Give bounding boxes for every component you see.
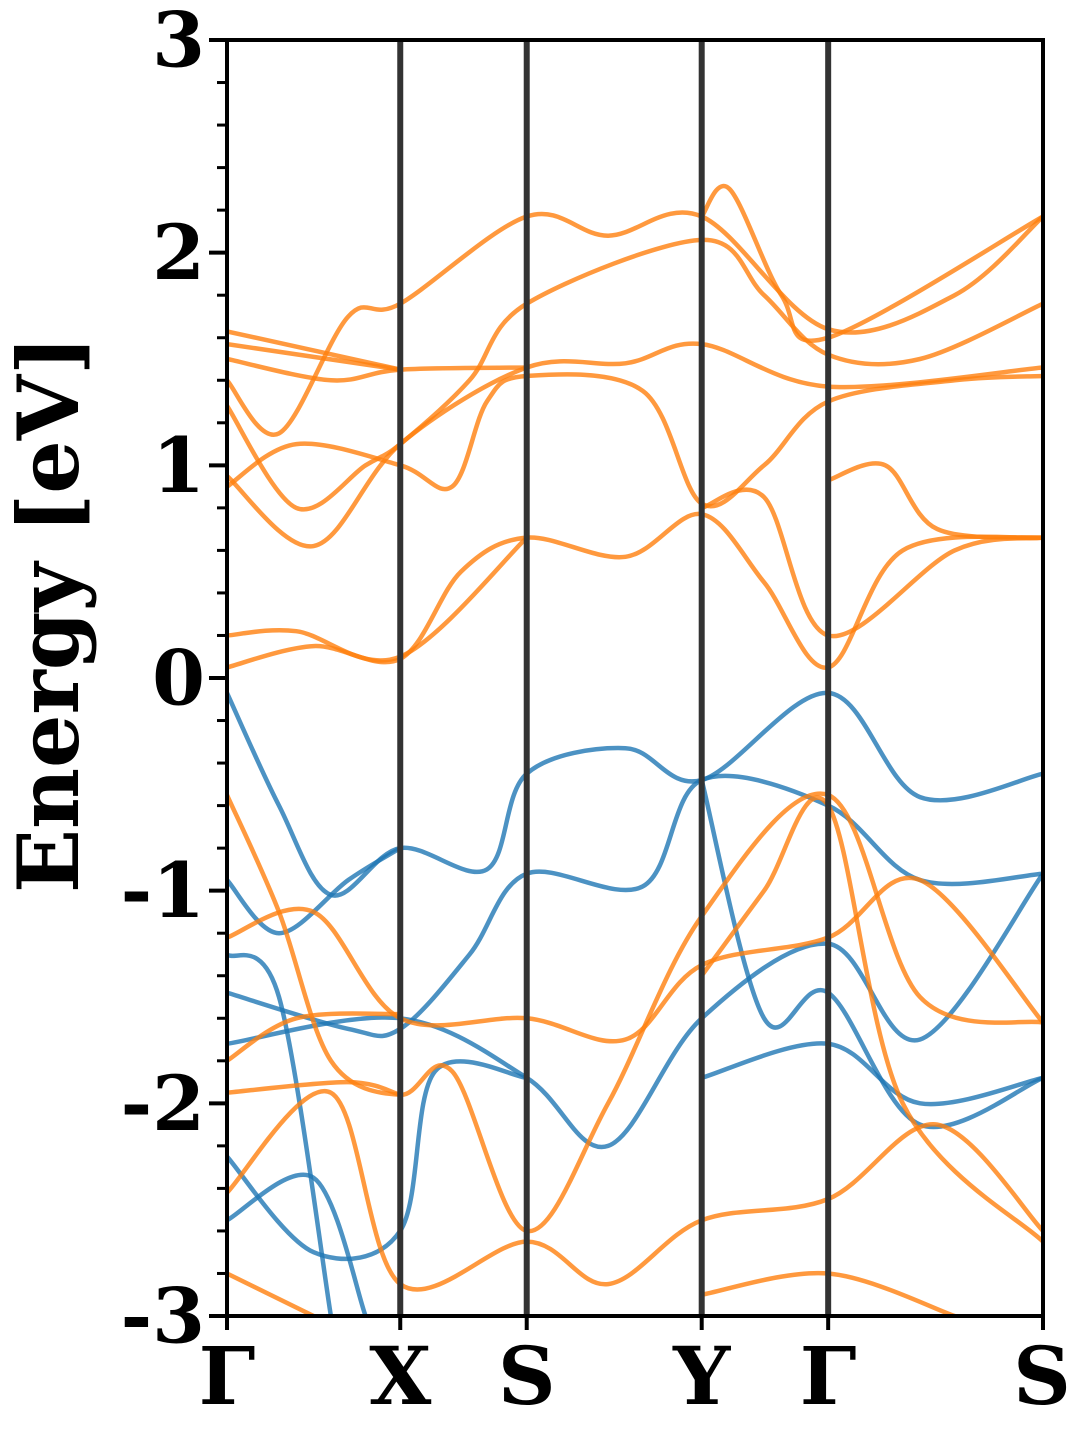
y-tick-label: 0 — [152, 634, 205, 723]
y-axis-label: Energy [eV] — [0, 335, 98, 893]
conduction-band-2 — [227, 372, 1043, 509]
valence-band-13 — [227, 845, 403, 936]
x-tick-label-0: Γ — [199, 1329, 256, 1423]
valence-band-12 — [227, 690, 1043, 898]
valence-band-15 — [227, 871, 1043, 1150]
bands-group — [227, 183, 1043, 1316]
x-tick-label-1: X — [369, 1329, 431, 1423]
conduction-band-4 — [227, 237, 1043, 512]
conduction-band-23 — [227, 1011, 403, 1064]
valence-band-17 — [227, 1172, 368, 1316]
conduction-band-1 — [227, 535, 529, 663]
x-tick-label-3: Y — [672, 1329, 731, 1423]
y-tick-label: 3 — [152, 0, 205, 85]
valence-band-20 — [699, 1041, 1043, 1107]
conduction-band-27 — [699, 795, 1043, 1244]
conduction-band-22 — [227, 875, 1043, 1044]
kpoint-lines — [397, 40, 832, 1316]
y-tick-label: -1 — [121, 846, 205, 935]
conduction-band-9 — [699, 183, 1043, 344]
x-tick-label-4: Γ — [800, 1329, 857, 1423]
x-tick-label-2: S — [498, 1329, 556, 1423]
conduction-band-11 — [825, 461, 1043, 540]
y-tick-label: -3 — [121, 1272, 205, 1361]
y-tick-label: 1 — [152, 421, 205, 510]
conduction-band-24 — [227, 1079, 403, 1098]
conduction-band-8 — [227, 329, 403, 372]
y-tick-label: 2 — [152, 208, 205, 297]
valence-band-14 — [227, 773, 1043, 1039]
conduction-band-6 — [227, 356, 529, 383]
conduction-band-0 — [227, 511, 1043, 670]
valence-band-18 — [227, 952, 334, 1316]
conduction-band-21 — [227, 791, 1043, 1234]
x-tick-label-5: S — [1013, 1329, 1071, 1423]
conduction-band-5 — [227, 210, 1043, 437]
conduction-band-26 — [227, 1271, 316, 1316]
y-tick-label: -2 — [121, 1059, 205, 1148]
y-axis-ticks: 3 2 1 0 -1 -2 -3 — [121, 0, 227, 1361]
conduction-band-10 — [699, 487, 1043, 639]
conduction-band-25 — [227, 1088, 1043, 1292]
